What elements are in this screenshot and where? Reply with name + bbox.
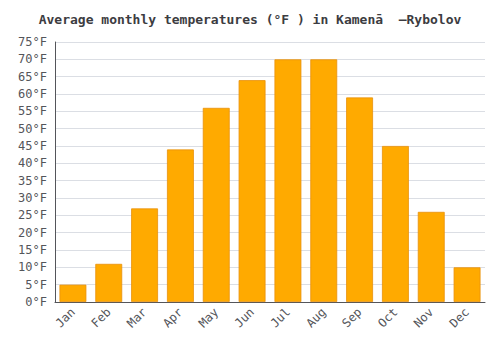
svg-text:Nov: Nov [411,305,436,330]
svg-text:Jan: Jan [53,305,78,330]
svg-text:May: May [196,305,221,330]
svg-text:20°F: 20°F [18,226,47,240]
svg-text:Jun: Jun [232,305,257,330]
svg-text:75°F: 75°F [18,35,47,49]
svg-text:10°F: 10°F [18,260,47,274]
svg-text:70°F: 70°F [18,52,47,66]
svg-text:Dec: Dec [447,305,472,330]
svg-text:65°F: 65°F [18,70,47,84]
svg-text:Jul: Jul [268,305,293,330]
svg-text:45°F: 45°F [18,139,47,153]
svg-text:Aug: Aug [303,305,328,330]
svg-text:5°F: 5°F [25,278,47,292]
svg-text:Apr: Apr [160,305,185,330]
svg-text:Oct: Oct [375,305,400,330]
svg-text:Feb: Feb [88,305,113,330]
svg-text:40°F: 40°F [18,156,47,170]
svg-text:60°F: 60°F [18,87,47,101]
svg-text:50°F: 50°F [18,122,47,136]
svg-text:0°F: 0°F [25,295,47,309]
svg-text:Mar: Mar [124,305,149,330]
svg-text:15°F: 15°F [18,243,47,257]
svg-text:55°F: 55°F [18,104,47,118]
svg-text:35°F: 35°F [18,174,47,188]
svg-text:25°F: 25°F [18,208,47,222]
svg-text:30°F: 30°F [18,191,47,205]
svg-text:Sep: Sep [339,305,364,330]
svg-text:Average monthly temperatures (: Average monthly temperatures (°F ) in Ka… [39,12,462,27]
